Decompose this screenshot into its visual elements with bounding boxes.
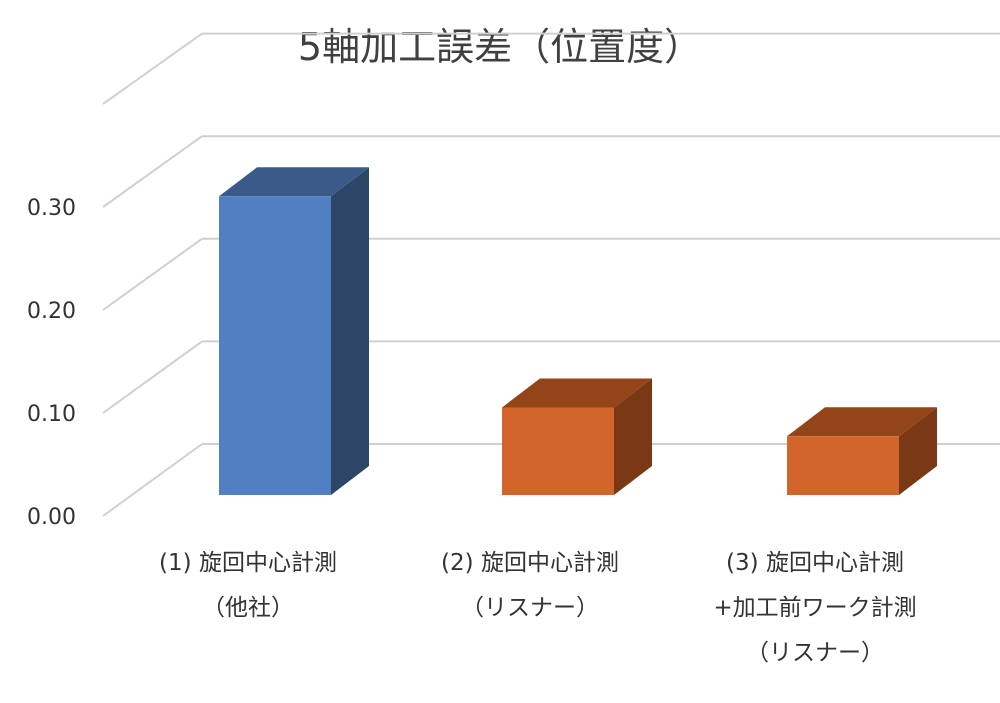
bar-top-face <box>502 378 652 408</box>
x-category-label-line: (1) 旋回中心計測 <box>159 550 337 576</box>
x-axis-category-labels: (1) 旋回中心計測（他社）(2) 旋回中心計測（リスナー）(3) 旋回中心計測… <box>159 550 917 666</box>
bar-side-face <box>614 378 652 495</box>
x-category-label-line: （他社） <box>202 595 294 621</box>
bar-3 <box>787 407 937 495</box>
x-category-label-line: (3) 旋回中心計測 <box>726 550 904 576</box>
y-axis-tick-labels: 0.00 0.10 0.20 0.30 <box>27 196 76 530</box>
x-category-label-line: （リスナー） <box>746 640 884 666</box>
bar-top-face <box>219 167 369 197</box>
gridline <box>102 32 1000 105</box>
y-tick-label: 0.20 <box>27 299 76 324</box>
bar-front-face <box>502 407 614 495</box>
bars <box>219 167 937 496</box>
x-category-label: (3) 旋回中心計測 +加工前ワーク計測 （リスナー） <box>713 550 916 666</box>
bar-top-face <box>787 407 937 437</box>
y-tick-label: 0.10 <box>27 402 76 427</box>
bar-2 <box>502 378 652 495</box>
y-tick-label: 0.30 <box>27 196 76 221</box>
gridline <box>102 135 1000 208</box>
y-tick-label: 0.00 <box>27 505 76 530</box>
bar-front-face <box>219 196 331 496</box>
bar-1 <box>219 167 369 496</box>
x-category-label-line: （リスナー） <box>461 595 599 621</box>
x-category-label-line: +加工前ワーク計測 <box>713 595 916 621</box>
bar-front-face <box>787 436 899 495</box>
x-category-label: (1) 旋回中心計測 （他社） <box>159 550 337 621</box>
chart-title: 5軸加工誤差（位置度） <box>297 25 703 69</box>
x-category-label-line: (2) 旋回中心計測 <box>441 550 619 576</box>
bar-side-face <box>331 167 369 496</box>
bar-side-face <box>899 407 937 495</box>
x-category-label: (2) 旋回中心計測 （リスナー） <box>441 550 619 621</box>
